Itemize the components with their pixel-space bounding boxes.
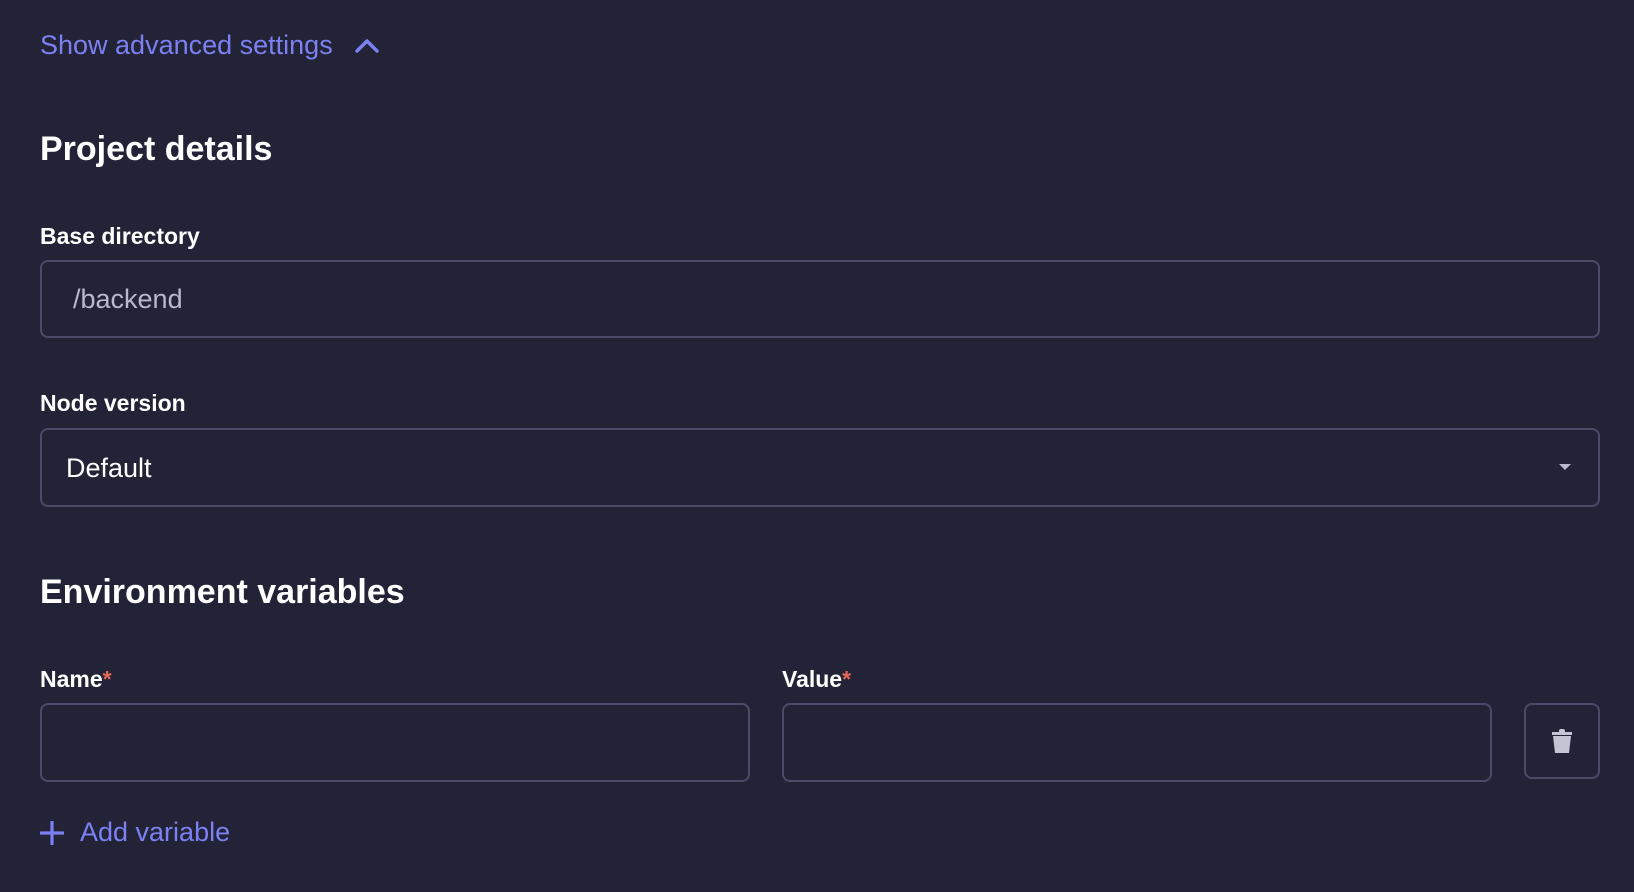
add-variable-label: Add variable — [80, 817, 231, 847]
chevron-up-icon — [354, 38, 379, 53]
env-name-label-text: Name — [40, 666, 103, 692]
node-version-selected: Default — [66, 453, 152, 483]
node-version-select[interactable]: Default — [40, 428, 1600, 507]
required-mark: * — [102, 666, 112, 692]
show-advanced-settings-label: Show advanced settings — [40, 30, 333, 60]
env-name-label: Name* — [40, 666, 112, 693]
caret-down-icon — [1559, 464, 1571, 470]
project-details-heading: Project details — [40, 130, 273, 168]
env-value-input[interactable] — [782, 703, 1492, 782]
node-version-label: Node version — [40, 390, 186, 416]
base-directory-label: Base directory — [40, 223, 200, 249]
env-value-label-text: Value — [782, 666, 843, 692]
env-value-label: Value* — [782, 666, 851, 693]
trash-icon — [1552, 728, 1572, 753]
add-variable-button[interactable]: Add variable — [40, 817, 230, 848]
env-name-input[interactable] — [40, 703, 750, 782]
plus-icon — [40, 820, 64, 845]
delete-variable-button[interactable] — [1524, 703, 1600, 779]
base-directory-input[interactable]: /backend — [40, 260, 1600, 338]
environment-variables-heading: Environment variables — [40, 573, 405, 611]
show-advanced-settings-toggle[interactable]: Show advanced settings — [40, 30, 379, 61]
required-mark: * — [842, 666, 852, 692]
base-directory-value: /backend — [73, 284, 183, 314]
